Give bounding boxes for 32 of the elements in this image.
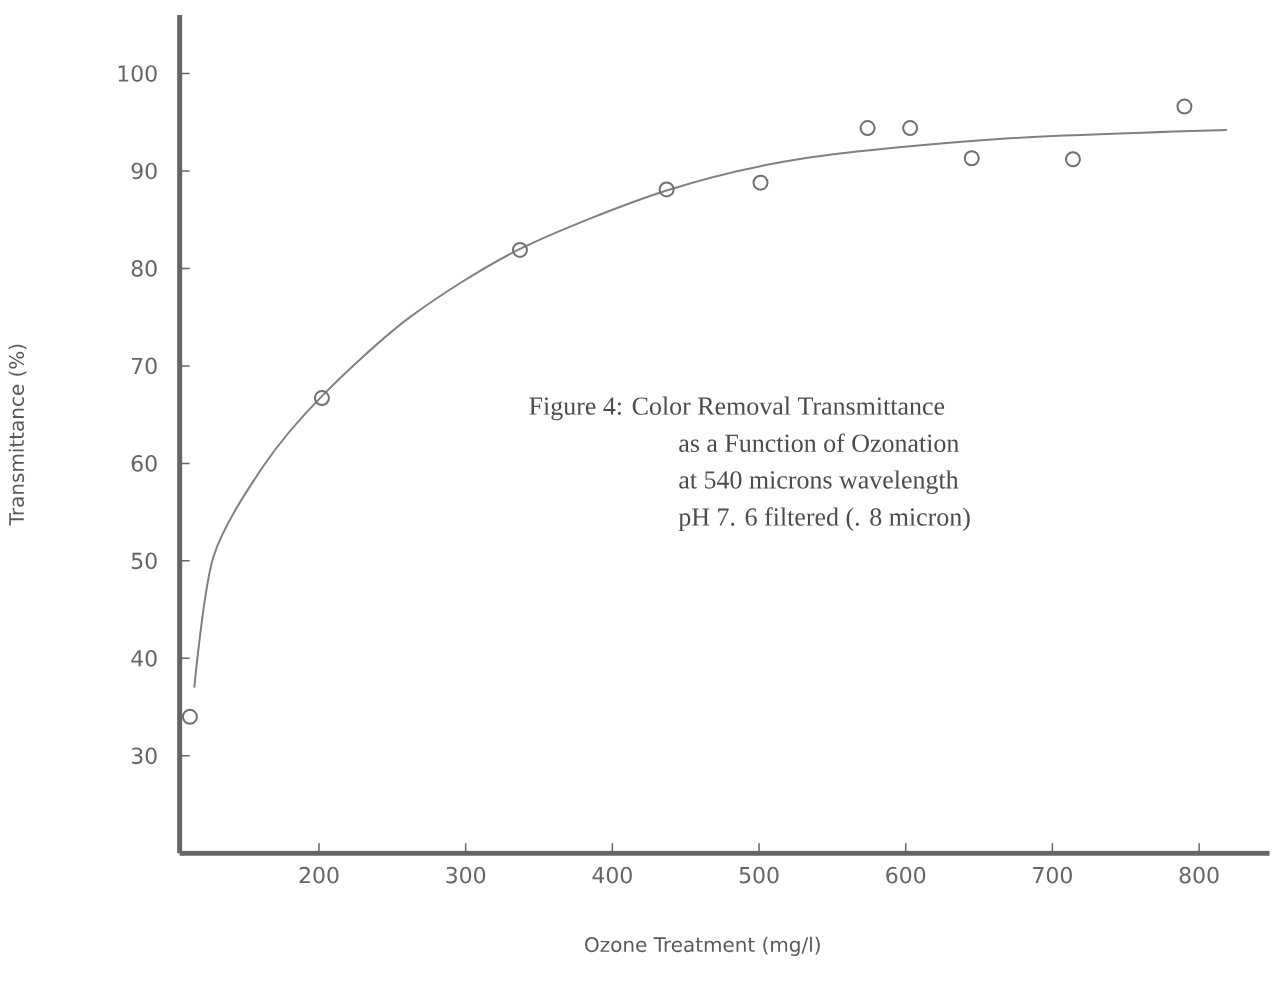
y-tick-label: 80 [131,260,157,277]
point [963,150,980,167]
y-tick-label: 70 [132,357,157,375]
x-tick-label: 800 [1179,866,1219,884]
x-tick-label: 300 [446,866,486,884]
x-tick-label: 500 [739,866,779,884]
point [181,708,198,725]
x-axis-title: Ozone Treatment (mg/l) [585,936,820,956]
y-tick-label: 100 [118,65,157,82]
point [752,174,769,191]
point [902,120,919,137]
y-tick-label: 40 [131,650,157,667]
annotation: Figure 4: Color Removal Transmittance [529,396,945,421]
point [859,120,876,137]
x-tick-label: 700 [1033,866,1072,884]
x-tick-label: 600 [886,866,926,884]
point [658,181,675,198]
y-tick-label: 50 [131,552,157,570]
point [1064,151,1081,168]
y-tick-label: 30 [131,747,157,765]
annotation: pH 7. 6 filtered (. 8 micron) [678,507,970,532]
x-tick-label: 200 [299,866,339,884]
annotation: as a Function of Ozonation [679,433,959,453]
y-tick-label: 60 [131,455,157,472]
point [313,390,330,407]
line-series [193,129,1228,689]
y-axis-title: Transmittance (%) [8,344,27,526]
y-tick-label: 90 [131,162,157,180]
annotation: at 540 microns wavelength [679,470,959,494]
x-tick-label: 400 [592,866,632,884]
point [511,241,528,258]
point [1176,98,1193,115]
